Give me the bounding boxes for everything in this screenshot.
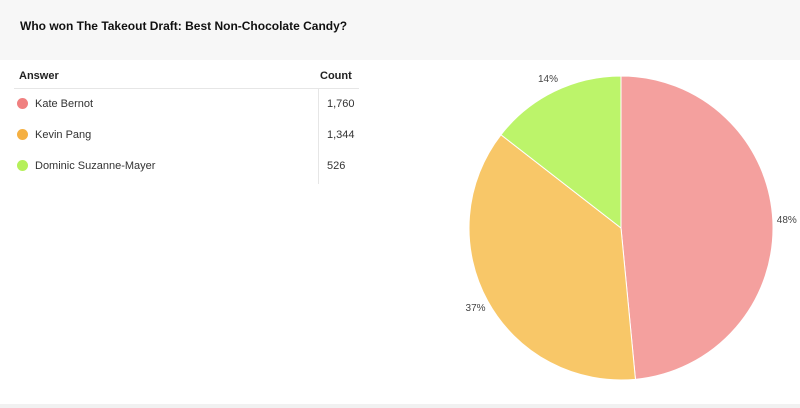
table-row: Dominic Suzanne-Mayer 526 [14, 152, 359, 182]
legend-dot-icon [17, 129, 28, 140]
table-row: Kevin Pang 1,344 [14, 121, 359, 151]
legend-dot-icon [17, 98, 28, 109]
poll-header: Who won The Takeout Draft: Best Non-Choc… [0, 0, 800, 60]
column-divider [318, 89, 319, 184]
table-row: Kate Bernot 1,760 [14, 90, 359, 120]
answer-label: Dominic Suzanne-Mayer [35, 160, 156, 172]
legend-dot-icon [17, 160, 28, 171]
pie-chart-svg: 48% 37% 14% [466, 74, 797, 381]
slice-percent-label: 14% [538, 74, 558, 85]
poll-title: Who won The Takeout Draft: Best Non-Choc… [20, 19, 348, 33]
count-value: 526 [327, 160, 346, 172]
bottom-border [0, 404, 800, 408]
header-divider [14, 88, 359, 89]
slice-percent-label: 37% [466, 303, 486, 314]
answer-label: Kevin Pang [35, 129, 92, 141]
answer-label: Kate Bernot [35, 98, 94, 110]
pie-slice [620, 75, 774, 380]
count-value: 1,760 [327, 98, 355, 110]
pie-slice [468, 134, 636, 381]
pie-slice [500, 75, 622, 230]
answer-column-header: Answer [19, 70, 59, 82]
pie-chart: 48% 37% 14% [430, 62, 800, 402]
count-value: 1,344 [327, 129, 355, 141]
slice-percent-label: 48% [777, 215, 797, 226]
count-column-header: Count [320, 70, 352, 82]
